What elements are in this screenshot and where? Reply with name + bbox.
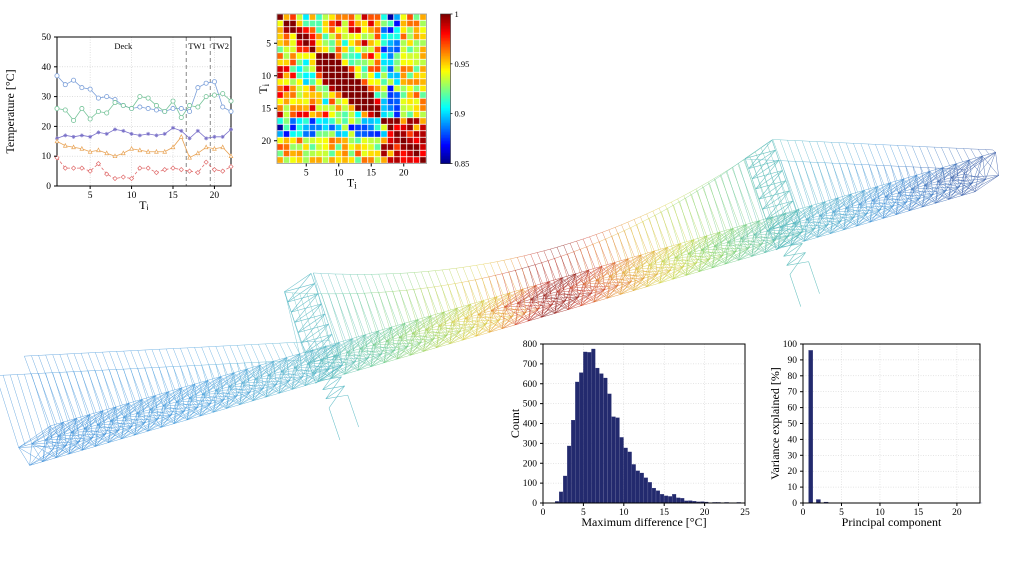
svg-text:15: 15 [262, 104, 272, 114]
svg-text:0: 0 [532, 499, 537, 509]
svg-text:5: 5 [88, 191, 93, 201]
svg-text:0.85: 0.85 [455, 159, 470, 169]
svg-text:Count: Count [508, 408, 522, 438]
svg-text:Temperature [°C]: Temperature [°C] [3, 69, 17, 153]
svg-text:5: 5 [304, 169, 309, 179]
svg-text:0.95: 0.95 [455, 59, 470, 69]
svg-text:10: 10 [334, 169, 344, 179]
svg-text:10: 10 [127, 191, 137, 201]
svg-text:50: 50 [788, 420, 798, 430]
svg-text:0: 0 [792, 499, 797, 509]
svg-text:200: 200 [523, 459, 538, 469]
svg-text:400: 400 [523, 420, 538, 430]
svg-text:15: 15 [367, 169, 377, 179]
svg-text:0: 0 [541, 508, 546, 518]
svg-text:Maximum difference [°C]: Maximum difference [°C] [581, 515, 706, 529]
svg-text:0: 0 [46, 182, 51, 192]
svg-text:10: 10 [788, 483, 798, 493]
svg-text:20: 20 [262, 137, 272, 147]
svg-text:20: 20 [210, 191, 220, 201]
svg-text:10: 10 [262, 72, 272, 82]
svg-text:30: 30 [788, 451, 798, 461]
svg-text:0: 0 [801, 508, 806, 518]
svg-text:15: 15 [168, 191, 178, 201]
svg-text:20: 20 [788, 467, 798, 477]
svg-text:90: 90 [788, 356, 798, 366]
svg-text:20: 20 [42, 122, 52, 132]
svg-text:40: 40 [788, 435, 798, 445]
svg-text:TW1: TW1 [188, 41, 205, 51]
svg-text:800: 800 [523, 340, 538, 350]
svg-text:100: 100 [523, 479, 538, 489]
svg-text:60: 60 [788, 404, 798, 414]
svg-text:TW2: TW2 [211, 41, 228, 51]
svg-text:5: 5 [266, 39, 271, 49]
svg-text:1: 1 [455, 9, 459, 19]
svg-text:Deck: Deck [114, 41, 133, 51]
svg-text:100: 100 [783, 340, 798, 350]
svg-text:300: 300 [523, 439, 538, 449]
svg-text:Principal component: Principal component [842, 515, 942, 529]
svg-text:70: 70 [788, 388, 798, 398]
svg-text:500: 500 [523, 400, 538, 410]
svg-text:40: 40 [42, 63, 52, 73]
svg-text:10: 10 [42, 152, 52, 162]
svg-text:20: 20 [399, 169, 409, 179]
svg-text:20: 20 [952, 508, 962, 518]
svg-text:50: 50 [42, 33, 52, 43]
svg-text:25: 25 [740, 508, 750, 518]
svg-text:0.9: 0.9 [455, 109, 466, 119]
svg-text:30: 30 [42, 93, 52, 103]
svg-text:80: 80 [788, 372, 798, 382]
svg-text:700: 700 [523, 360, 538, 370]
svg-text:600: 600 [523, 380, 538, 390]
svg-text:Variance explained [%]: Variance explained [%] [768, 367, 782, 480]
